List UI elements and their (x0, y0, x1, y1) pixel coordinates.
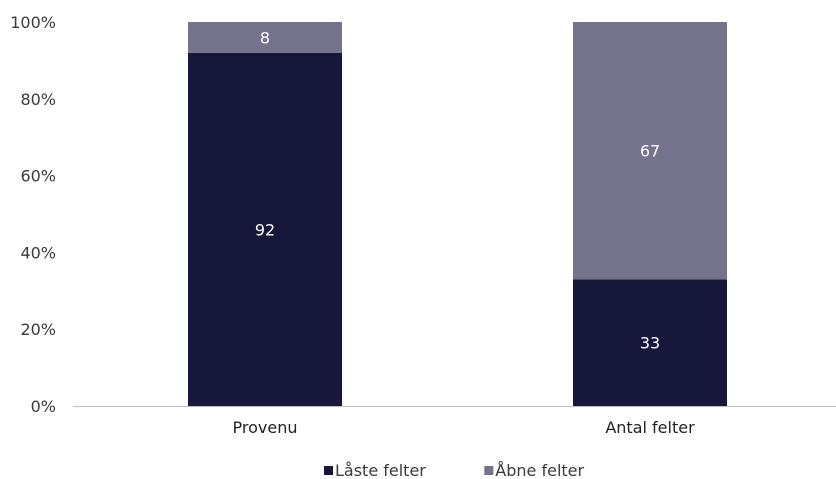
bar-segment (573, 279, 727, 406)
y-tick-label: 40% (20, 243, 56, 262)
bar-segment (188, 52, 342, 406)
y-tick-label: 100% (10, 13, 56, 32)
data-label: 33 (640, 334, 660, 353)
x-axis-categories: Provenu Antal felter (233, 418, 696, 437)
y-axis-ticks: 0% 20% 40% 60% 80% 100% (10, 13, 56, 416)
data-label: 67 (640, 142, 660, 161)
y-tick-label: 80% (20, 90, 56, 109)
legend-label: Åbne felter (495, 461, 584, 479)
y-tick-label: 60% (20, 167, 56, 186)
x-category-label: Provenu (233, 418, 298, 437)
legend-swatch (324, 466, 333, 475)
legend: Låste felter Åbne felter (324, 461, 585, 479)
bar-segment (573, 22, 727, 280)
y-tick-label: 20% (20, 320, 56, 339)
legend-swatch (484, 466, 494, 475)
data-label: 8 (260, 28, 270, 47)
bars: 92 8 33 67 (188, 22, 727, 406)
bar-segment (188, 22, 342, 53)
y-tick-label: 0% (31, 397, 56, 416)
x-category-label: Antal felter (605, 418, 695, 437)
data-label: 92 (255, 220, 275, 239)
legend-label: Låste felter (335, 461, 426, 479)
